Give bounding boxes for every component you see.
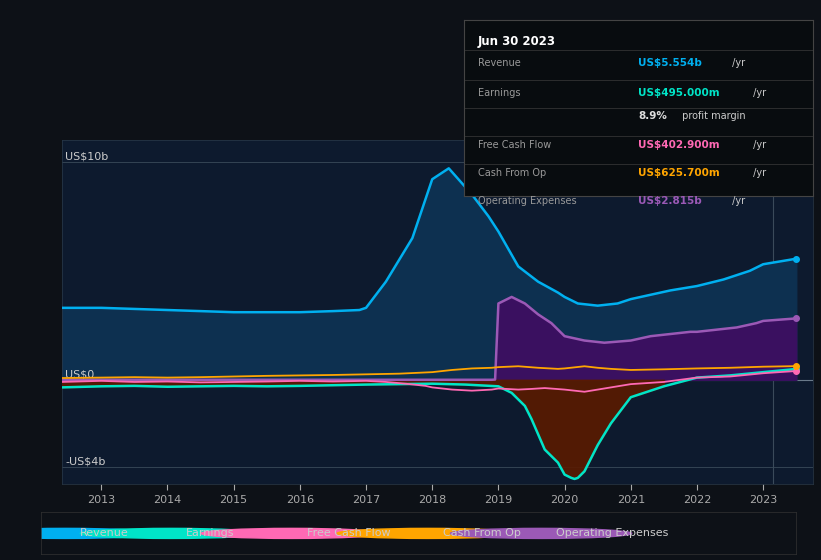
Text: /yr: /yr [750, 140, 766, 150]
Text: US$0: US$0 [66, 370, 94, 380]
Text: Free Cash Flow: Free Cash Flow [307, 529, 391, 538]
Text: Operating Expenses: Operating Expenses [556, 529, 668, 538]
Text: /yr: /yr [729, 197, 745, 206]
Text: Jun 30 2023: Jun 30 2023 [478, 35, 556, 49]
Text: Operating Expenses: Operating Expenses [478, 197, 576, 206]
Text: US$625.700m: US$625.700m [639, 168, 720, 178]
Text: Cash From Op: Cash From Op [443, 529, 521, 538]
Text: Revenue: Revenue [478, 58, 521, 68]
Text: US$495.000m: US$495.000m [639, 88, 720, 98]
Text: -US$4b: -US$4b [66, 457, 106, 467]
Text: US$2.815b: US$2.815b [639, 197, 702, 206]
Circle shape [80, 529, 262, 539]
Text: /yr: /yr [750, 168, 766, 178]
Text: /yr: /yr [750, 88, 766, 98]
Circle shape [0, 529, 156, 539]
Text: Free Cash Flow: Free Cash Flow [478, 140, 551, 150]
Circle shape [451, 529, 631, 539]
Text: US$5.554b: US$5.554b [639, 58, 702, 68]
Circle shape [337, 529, 518, 539]
Text: Revenue: Revenue [80, 529, 129, 538]
Text: Earnings: Earnings [186, 529, 235, 538]
Circle shape [201, 529, 383, 539]
Text: US$10b: US$10b [66, 152, 108, 162]
Text: profit margin: profit margin [679, 111, 745, 121]
Text: 8.9%: 8.9% [639, 111, 667, 121]
Text: US$402.900m: US$402.900m [639, 140, 720, 150]
Text: Cash From Op: Cash From Op [478, 168, 546, 178]
Text: /yr: /yr [729, 58, 745, 68]
Text: Earnings: Earnings [478, 88, 521, 98]
